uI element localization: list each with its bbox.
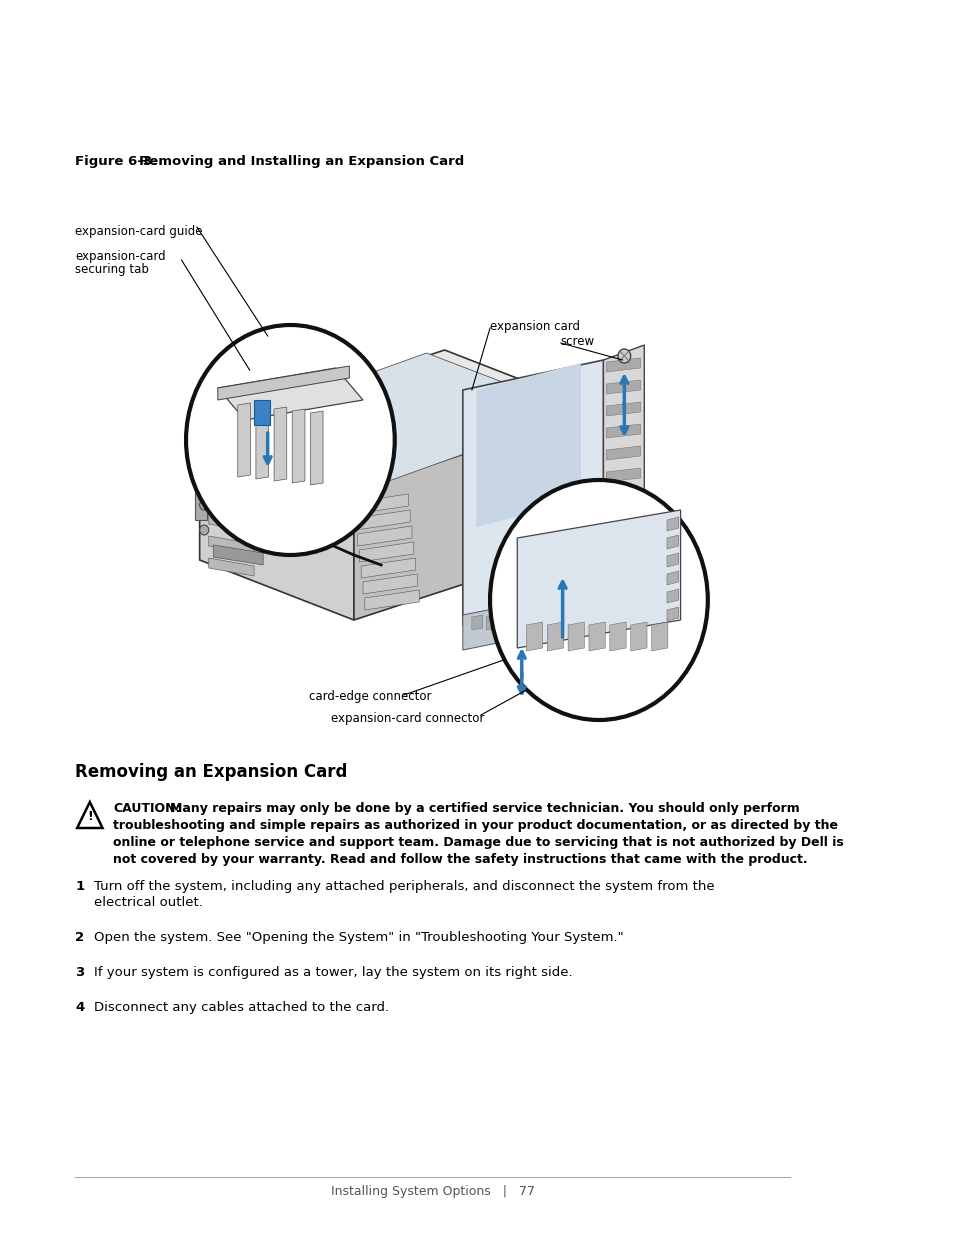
Polygon shape [310, 411, 323, 485]
Bar [253, 400, 270, 425]
Polygon shape [605, 534, 640, 548]
Text: troubleshooting and simple repairs as authorized in your product documentation, : troubleshooting and simple repairs as au… [113, 819, 838, 832]
Text: expansion-card connector: expansion-card connector [331, 713, 484, 725]
Polygon shape [605, 403, 640, 416]
Text: If your system is configured as a tower, lay the system on its right side.: If your system is configured as a tower,… [94, 966, 573, 979]
Polygon shape [605, 424, 640, 438]
Text: Installing System Options   |   77: Installing System Options | 77 [331, 1186, 535, 1198]
Text: Many repairs may only be done by a certified service technician. You should only: Many repairs may only be done by a certi… [170, 802, 799, 815]
Polygon shape [605, 380, 640, 394]
Polygon shape [462, 359, 603, 625]
Polygon shape [588, 622, 604, 651]
Polygon shape [605, 446, 640, 459]
Polygon shape [666, 571, 679, 585]
Polygon shape [274, 408, 287, 480]
Polygon shape [217, 353, 580, 487]
Text: Figure 6-3.: Figure 6-3. [75, 156, 157, 168]
Text: 4: 4 [75, 1002, 85, 1014]
Polygon shape [486, 615, 497, 630]
Polygon shape [209, 492, 253, 510]
Polygon shape [500, 615, 511, 630]
Polygon shape [530, 615, 540, 630]
Polygon shape [326, 425, 390, 485]
Text: securing tab: securing tab [75, 263, 149, 275]
Circle shape [618, 350, 630, 363]
Polygon shape [217, 368, 362, 420]
Polygon shape [209, 471, 253, 488]
Polygon shape [195, 490, 207, 520]
Text: expansion-card: expansion-card [75, 249, 166, 263]
Polygon shape [354, 494, 408, 514]
Circle shape [186, 325, 395, 555]
Polygon shape [362, 574, 417, 594]
Text: 1: 1 [75, 881, 85, 893]
Polygon shape [605, 490, 640, 504]
Polygon shape [77, 802, 102, 827]
Text: screw: screw [560, 335, 595, 348]
Polygon shape [355, 510, 410, 530]
Polygon shape [651, 622, 667, 651]
Polygon shape [666, 517, 679, 531]
Polygon shape [213, 545, 263, 564]
Polygon shape [209, 514, 253, 532]
Polygon shape [603, 345, 643, 595]
Polygon shape [292, 409, 305, 483]
Polygon shape [339, 426, 355, 492]
Polygon shape [666, 606, 679, 621]
Polygon shape [314, 424, 330, 489]
Polygon shape [199, 430, 354, 620]
Text: online or telephone service and support team. Damage due to servicing that is no: online or telephone service and support … [113, 836, 843, 848]
Polygon shape [666, 589, 679, 603]
Polygon shape [199, 350, 598, 490]
Polygon shape [544, 615, 555, 630]
Circle shape [199, 525, 209, 535]
Polygon shape [209, 558, 253, 576]
Polygon shape [517, 510, 679, 648]
Text: Disconnect any cables attached to the card.: Disconnect any cables attached to the ca… [94, 1002, 389, 1014]
Polygon shape [462, 595, 562, 650]
Polygon shape [288, 420, 305, 487]
Polygon shape [209, 536, 253, 555]
Polygon shape [515, 615, 526, 630]
Polygon shape [605, 556, 640, 571]
Polygon shape [567, 622, 584, 651]
Text: Removing an Expansion Card: Removing an Expansion Card [75, 763, 347, 781]
Text: electrical outlet.: electrical outlet. [94, 897, 203, 909]
Text: !: ! [87, 810, 92, 823]
Polygon shape [359, 542, 414, 562]
Polygon shape [605, 358, 640, 372]
Polygon shape [605, 513, 640, 526]
Polygon shape [199, 420, 217, 440]
Polygon shape [526, 622, 542, 651]
Text: 2: 2 [75, 931, 85, 944]
Polygon shape [217, 366, 349, 400]
Polygon shape [666, 535, 679, 550]
Polygon shape [547, 622, 563, 651]
Polygon shape [263, 417, 279, 483]
Polygon shape [237, 403, 251, 477]
Polygon shape [255, 405, 269, 479]
Polygon shape [605, 468, 640, 482]
Text: 3: 3 [75, 966, 85, 979]
Polygon shape [609, 622, 625, 651]
Polygon shape [364, 590, 418, 610]
Polygon shape [357, 526, 412, 546]
Polygon shape [472, 615, 482, 630]
Polygon shape [476, 363, 580, 527]
Text: card-edge connector: card-edge connector [308, 690, 431, 703]
Text: expansion-card guide: expansion-card guide [75, 225, 203, 238]
Text: D: D [349, 452, 357, 462]
Circle shape [199, 500, 209, 510]
Polygon shape [354, 410, 598, 620]
Text: Open the system. See "Opening the System" in "Troubleshooting Your System.": Open the system. See "Opening the System… [94, 931, 623, 944]
Circle shape [490, 480, 707, 720]
Text: Turn off the system, including any attached peripherals, and disconnect the syst: Turn off the system, including any attac… [94, 881, 714, 893]
Polygon shape [630, 622, 646, 651]
Text: CAUTION:: CAUTION: [113, 802, 181, 815]
Text: Removing and Installing an Expansion Card: Removing and Installing an Expansion Car… [139, 156, 463, 168]
Text: not covered by your warranty. Read and follow the safety instructions that came : not covered by your warranty. Read and f… [113, 853, 807, 866]
Polygon shape [666, 553, 679, 567]
Polygon shape [361, 558, 416, 578]
Text: expansion card: expansion card [490, 320, 579, 333]
